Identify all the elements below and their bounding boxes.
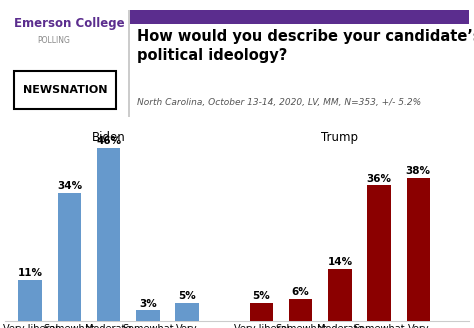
Text: Emerson College: Emerson College xyxy=(14,17,125,31)
Bar xyxy=(58,193,81,321)
Text: 34%: 34% xyxy=(57,181,82,192)
Text: 6%: 6% xyxy=(292,287,310,297)
Bar xyxy=(328,269,352,321)
Bar xyxy=(130,10,469,24)
Bar xyxy=(407,178,430,321)
Bar xyxy=(136,310,160,321)
Bar xyxy=(128,10,130,117)
Text: 11%: 11% xyxy=(18,268,43,278)
Bar xyxy=(289,299,312,321)
Text: 14%: 14% xyxy=(328,257,353,267)
Text: 36%: 36% xyxy=(366,174,392,184)
Text: Biden: Biden xyxy=(92,131,126,144)
Text: POLLING: POLLING xyxy=(37,36,70,45)
Bar xyxy=(250,302,273,321)
Text: 3%: 3% xyxy=(139,298,157,309)
Bar xyxy=(14,71,116,109)
Text: Trump: Trump xyxy=(321,131,358,144)
Text: NEWSNATION: NEWSNATION xyxy=(23,85,108,95)
Bar xyxy=(175,302,199,321)
Text: 5%: 5% xyxy=(253,291,270,301)
Text: North Carolina, October 13-14, 2020, LV, MM, N=353, +/- 5.2%: North Carolina, October 13-14, 2020, LV,… xyxy=(137,98,421,107)
Bar xyxy=(97,148,120,321)
Text: 38%: 38% xyxy=(406,166,431,176)
Text: 5%: 5% xyxy=(178,291,196,301)
Bar xyxy=(18,280,42,321)
Text: 46%: 46% xyxy=(96,136,121,146)
Text: How would you describe your candidate’s
political ideology?: How would you describe your candidate’s … xyxy=(137,29,474,63)
Bar xyxy=(367,185,391,321)
